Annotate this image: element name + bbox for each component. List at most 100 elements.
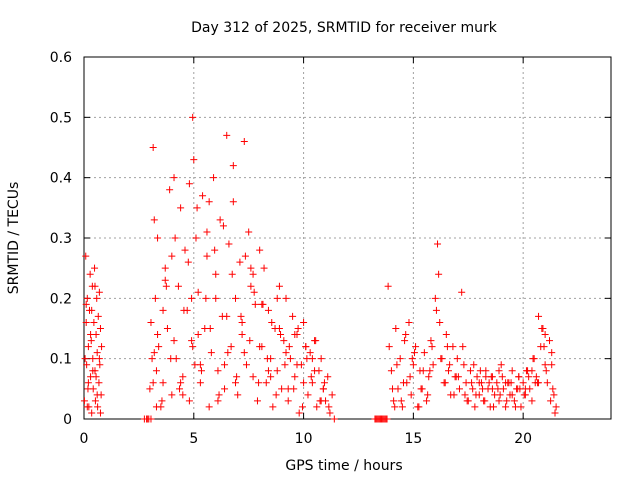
- data-point: [289, 312, 297, 320]
- data-point: [275, 282, 283, 290]
- data-point: [177, 379, 185, 387]
- data-point: [87, 331, 95, 339]
- data-point: [275, 325, 283, 332]
- data-point: [93, 349, 101, 357]
- data-point: [286, 355, 294, 363]
- data-point: [498, 373, 506, 381]
- y-tick-label: 0.2: [50, 291, 72, 307]
- data-point: [219, 222, 227, 230]
- data-point: [86, 270, 94, 278]
- data-point: [495, 367, 503, 375]
- data-point: [460, 361, 468, 369]
- data-point: [543, 379, 551, 387]
- data-point: [94, 403, 102, 411]
- data-point: [298, 403, 306, 411]
- data-point: [253, 397, 261, 405]
- data-point: [272, 391, 280, 399]
- data-point: [196, 379, 204, 387]
- data-point: [541, 361, 549, 369]
- data-point: [453, 355, 461, 363]
- data-point: [551, 409, 559, 417]
- data-point: [80, 397, 88, 405]
- data-point: [393, 361, 401, 369]
- y-tick-label: 0.5: [50, 110, 72, 126]
- data-point: [91, 264, 99, 272]
- data-point: [184, 258, 192, 266]
- data-point: [280, 337, 288, 345]
- data-point: [508, 391, 516, 399]
- data-point: [541, 331, 549, 339]
- data-point: [528, 367, 536, 375]
- data-point: [285, 343, 293, 351]
- data-point: [397, 397, 405, 405]
- data-point: [223, 312, 231, 320]
- data-point: [525, 373, 533, 381]
- data-point: [81, 355, 89, 363]
- data-point: [468, 379, 476, 387]
- data-point: [223, 131, 231, 139]
- data-point: [437, 355, 445, 363]
- data-point: [205, 198, 213, 206]
- data-point: [455, 385, 463, 393]
- data-point: [207, 349, 215, 357]
- data-point: [214, 397, 222, 405]
- data-point: [185, 180, 193, 188]
- data-point: [251, 300, 259, 308]
- data-point: [83, 403, 91, 411]
- data-point: [278, 385, 286, 393]
- data-point: [399, 379, 407, 387]
- data-point: [245, 228, 253, 236]
- data-point: [241, 252, 249, 260]
- data-point: [171, 234, 179, 242]
- data-point: [548, 349, 556, 357]
- data-point: [502, 379, 510, 387]
- data-point: [161, 264, 169, 272]
- data-point: [98, 343, 106, 351]
- data-point: [206, 325, 214, 332]
- data-point: [189, 343, 197, 351]
- data-point: [463, 397, 471, 405]
- data-point: [311, 367, 319, 375]
- data-point: [466, 367, 474, 375]
- data-point: [88, 409, 96, 417]
- data-point: [269, 403, 277, 411]
- data-point: [307, 373, 315, 381]
- data-point: [255, 379, 263, 387]
- data-point: [194, 331, 202, 339]
- data-point: [224, 349, 232, 357]
- data-point: [424, 391, 432, 399]
- data-point: [150, 216, 158, 224]
- data-point: [407, 391, 415, 399]
- data-point: [408, 355, 416, 363]
- data-point: [406, 373, 414, 381]
- data-point: [387, 367, 395, 375]
- data-point: [511, 403, 519, 411]
- data-point: [446, 361, 454, 369]
- data-point: [96, 361, 104, 369]
- data-point: [291, 373, 299, 381]
- data-point: [490, 403, 498, 411]
- data-point: [210, 174, 218, 182]
- x-tick-label: 5: [189, 431, 198, 447]
- data-point: [149, 379, 157, 387]
- data-point: [293, 361, 301, 369]
- data-point: [320, 379, 328, 387]
- data-point: [247, 264, 255, 272]
- data-point: [92, 373, 100, 381]
- data-point: [159, 306, 167, 314]
- data-point: [529, 355, 537, 363]
- data-point: [158, 397, 166, 405]
- data-point: [232, 379, 240, 387]
- data-point: [398, 403, 406, 411]
- data-point: [247, 282, 255, 290]
- data-point: [510, 397, 518, 405]
- y-tick-label: 0.6: [50, 50, 72, 66]
- data-point: [382, 415, 390, 423]
- data-point: [470, 361, 478, 369]
- data-point: [469, 385, 477, 393]
- data-point: [282, 349, 290, 357]
- data-point: [450, 391, 458, 399]
- axis-ticks: 0 5 10 15 20 0 0.1 0.2 0.3 0.4 0.5 0.6: [50, 50, 611, 447]
- data-point: [328, 391, 336, 399]
- data-points: [80, 113, 560, 423]
